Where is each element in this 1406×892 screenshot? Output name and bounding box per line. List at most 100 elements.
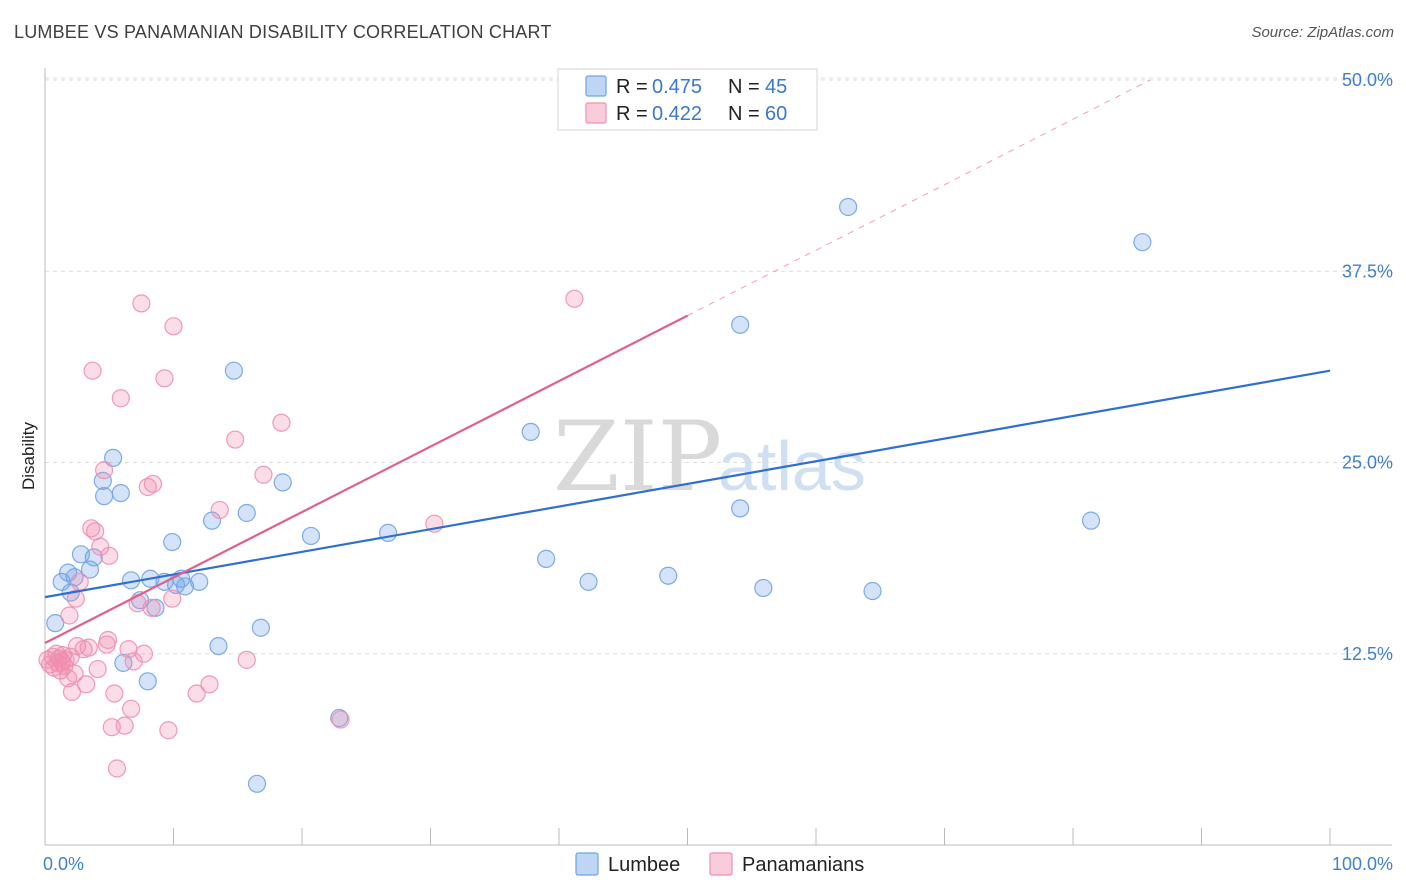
point-panamanian [187, 684, 206, 703]
point-panamanian [79, 638, 98, 657]
point-panamanian [210, 500, 229, 520]
point-lumbee [237, 503, 256, 523]
y-tick-label: 25.0% [1342, 453, 1393, 473]
x-tick-label-min: 0.0% [43, 854, 84, 874]
point-lumbee [839, 197, 858, 217]
legend-box [557, 68, 818, 131]
x-tick-label-max: 100.0% [1332, 854, 1393, 874]
chart-source: Source: ZipAtlas.com [1251, 24, 1394, 41]
legend-n-value-lumbee: 45 [765, 76, 787, 98]
legend-bottom-swatch-panamanians [709, 852, 733, 876]
point-panamanian [200, 675, 219, 694]
legend-n-label-panamanians: N = [728, 103, 760, 125]
point-lumbee [754, 578, 773, 598]
chart-title: LUMBEE VS PANAMANIAN DISABILITY CORRELAT… [14, 22, 552, 42]
point-panamanian [155, 369, 174, 388]
legend-bottom-swatch-lumbee [575, 852, 599, 876]
point-lumbee [731, 315, 750, 334]
point-panamanian [62, 682, 82, 702]
axis-layer [44, 68, 1392, 846]
legend-r-label-panamanians: R = [616, 103, 648, 125]
point-panamanian [83, 361, 102, 380]
legend-r-value-panamanians: 0.422 [652, 103, 702, 125]
y-tick-label: 50.0% [1342, 70, 1393, 90]
point-panamanian [77, 675, 96, 694]
point-lumbee [579, 572, 598, 591]
point-panamanian [56, 650, 75, 669]
point-panamanian [105, 684, 124, 703]
y-tick-label: 12.5% [1342, 644, 1393, 664]
point-lumbee [175, 577, 195, 596]
point-panamanian [159, 721, 178, 740]
point-lumbee [95, 487, 114, 506]
point-lumbee [731, 499, 750, 518]
point-panamanian [98, 630, 118, 650]
point-lumbee [163, 532, 182, 552]
point-panamanian [66, 589, 85, 608]
points-layer [38, 197, 1152, 793]
point-lumbee [146, 598, 165, 617]
trendline-panamanian [44, 314, 688, 645]
legend-swatch-lumbee [585, 75, 607, 97]
point-panamanian [100, 546, 119, 565]
watermark: ZIP atlas [553, 401, 866, 513]
point-lumbee [659, 566, 678, 585]
point-panamanian [107, 759, 127, 778]
y-tick-label: 37.5% [1342, 261, 1393, 281]
point-panamanian [65, 664, 84, 683]
point-lumbee [138, 672, 157, 691]
point-panamanian [254, 465, 273, 484]
point-lumbee [46, 614, 65, 633]
point-panamanian [60, 606, 79, 625]
point-lumbee [84, 548, 103, 567]
point-lumbee [190, 572, 209, 591]
point-panamanian [88, 659, 107, 679]
point-lumbee [273, 473, 292, 492]
point-lumbee [1133, 233, 1152, 252]
legend-swatch-panamanians [585, 102, 607, 124]
point-lumbee [521, 422, 540, 441]
label-layer: 12.5% 25.0% 37.5% 50.0% 0.0% 100.0% Disability [19, 70, 1393, 874]
legend-bottom: Lumbee Panamanians [575, 852, 864, 876]
point-panamanian [272, 413, 291, 432]
legend-n-value-panamanians: 60 [765, 103, 787, 125]
point-panamanian [143, 474, 163, 494]
point-panamanian [134, 644, 154, 663]
watermark-zip: ZIP [553, 401, 722, 513]
legend-top: R = 0.475 N = 45 R = 0.422 N = 60 [557, 68, 818, 131]
point-lumbee [537, 549, 556, 568]
point-lumbee [1081, 511, 1101, 530]
point-lumbee [251, 618, 270, 637]
legend-r-label-lumbee: R = [616, 76, 648, 98]
point-panamanian [237, 650, 256, 669]
point-panamanian [164, 317, 183, 336]
point-panamanian [565, 289, 584, 308]
point-lumbee [301, 526, 321, 546]
legend-bottom-label-lumbee: Lumbee [608, 854, 680, 876]
point-panamanian [226, 430, 245, 449]
legend-bottom-label-panamanians: Panamanians [742, 854, 864, 876]
y-axis-label: Disability [19, 421, 38, 490]
point-panamanian [331, 710, 350, 729]
point-panamanian [115, 716, 134, 735]
point-lumbee [224, 361, 243, 380]
point-panamanian [124, 652, 143, 671]
point-panamanian [59, 669, 78, 688]
legend-r-value-lumbee: 0.475 [652, 76, 702, 98]
point-panamanian [121, 699, 141, 718]
point-lumbee [863, 581, 882, 601]
point-panamanian [70, 572, 89, 591]
legend-n-label-lumbee: N = [728, 76, 760, 98]
point-panamanian [86, 522, 105, 541]
point-lumbee [104, 448, 123, 468]
point-lumbee [209, 636, 228, 656]
trend-layer [44, 79, 1331, 645]
point-panamanian [111, 389, 130, 408]
point-panamanian [132, 294, 151, 313]
grid-layer [45, 77, 1392, 655]
trendline-extension-panamanian [687, 79, 1151, 317]
point-panamanian [142, 598, 161, 617]
point-lumbee [111, 484, 130, 503]
trendline-lumbee [44, 369, 1331, 599]
